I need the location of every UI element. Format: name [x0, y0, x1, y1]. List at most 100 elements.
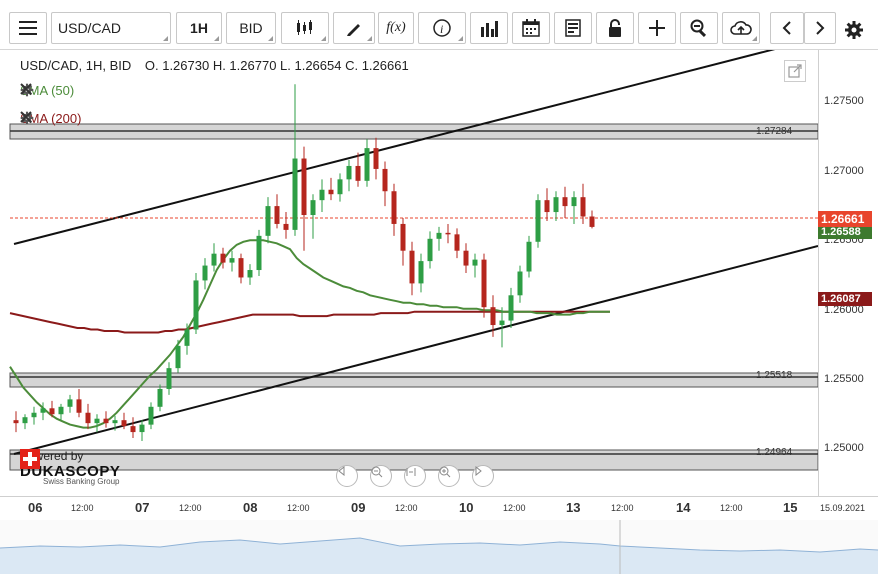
close-icon[interactable] [20, 83, 32, 95]
candle-body[interactable] [139, 424, 145, 433]
candle-body[interactable] [571, 197, 577, 207]
candle-body[interactable] [202, 265, 208, 281]
draw-tool-button[interactable] [333, 12, 375, 44]
candle-body[interactable] [427, 238, 433, 262]
menu-button[interactable] [9, 12, 47, 44]
price-chart[interactable] [0, 50, 818, 496]
settings-button[interactable] [844, 20, 864, 45]
upload-button[interactable] [722, 12, 760, 44]
zoom-button[interactable] [680, 12, 718, 44]
candle-body[interactable] [517, 271, 523, 296]
candle-body[interactable] [175, 345, 181, 369]
candle-body[interactable] [85, 412, 91, 424]
scroll-left-button[interactable] [770, 12, 804, 44]
candle-body[interactable] [256, 235, 262, 271]
candle-body[interactable] [76, 399, 82, 413]
candle-body[interactable] [382, 168, 388, 192]
candle-body[interactable] [355, 165, 361, 181]
zoom-in-button[interactable] [438, 465, 460, 487]
candle-body[interactable] [328, 189, 334, 195]
candle-body[interactable] [454, 234, 460, 251]
candle-body[interactable] [148, 406, 154, 425]
candle-body[interactable] [391, 191, 397, 224]
sma50-indicator: SMA (50) [20, 83, 74, 98]
timeframe-selector[interactable]: 1H [176, 12, 222, 44]
candle-body[interactable] [283, 223, 289, 230]
candle-body[interactable] [40, 408, 46, 413]
candle-body[interactable] [544, 200, 550, 213]
indicators-button[interactable]: f(x) [378, 12, 414, 44]
candle-body[interactable] [292, 158, 298, 230]
layout-button[interactable] [554, 12, 592, 44]
candle-body[interactable] [184, 329, 190, 346]
candle-body[interactable] [265, 206, 271, 236]
price-axis[interactable]: 1.27500 1.27000 1.26500 1.26000 1.25500 … [818, 50, 878, 496]
zoom-out-button[interactable] [370, 465, 392, 487]
info-button[interactable]: i [418, 12, 466, 44]
candle-body[interactable] [526, 241, 532, 272]
candle-body[interactable] [445, 232, 451, 235]
candle-body[interactable] [229, 258, 235, 263]
candle-body[interactable] [472, 259, 478, 266]
candle-body[interactable] [157, 388, 163, 407]
candle-body[interactable] [247, 270, 253, 278]
candle-body[interactable] [301, 158, 307, 216]
scroll-right-button[interactable] [804, 12, 836, 44]
crosshair-button[interactable] [638, 12, 676, 44]
candle-body[interactable] [58, 406, 64, 415]
candle-body[interactable] [364, 148, 370, 181]
candle-body[interactable] [508, 295, 514, 321]
candle-body[interactable] [130, 426, 136, 433]
candle-body[interactable] [22, 417, 28, 424]
channel-lower-line[interactable] [13, 245, 818, 455]
symbol-selector[interactable]: USD/CAD [51, 12, 171, 44]
candle-body[interactable] [499, 320, 505, 326]
candle-body[interactable] [211, 253, 217, 266]
candle-body[interactable] [166, 368, 172, 389]
candle-body[interactable] [103, 418, 109, 424]
pan-left-button[interactable] [336, 465, 358, 487]
candle-body[interactable] [418, 261, 424, 284]
candle-body[interactable] [310, 200, 316, 216]
candle-body[interactable] [562, 197, 568, 207]
candle-body[interactable] [490, 307, 496, 326]
candle-body[interactable] [193, 280, 199, 330]
candle-body[interactable] [337, 179, 343, 195]
popout-button[interactable] [784, 60, 806, 82]
pan-right-button[interactable] [472, 465, 494, 487]
volume-button[interactable] [470, 12, 508, 44]
lock-button[interactable] [596, 12, 634, 44]
candle-body[interactable] [220, 253, 226, 263]
candle-body[interactable] [49, 408, 55, 415]
reset-zoom-button[interactable] [404, 465, 426, 487]
chart-type-button[interactable] [281, 12, 329, 44]
candle-body[interactable] [463, 250, 469, 266]
candle-body[interactable] [319, 189, 325, 201]
candle-body[interactable] [238, 258, 244, 278]
navigator[interactable] [0, 520, 878, 574]
candle-body[interactable] [67, 399, 73, 407]
candle-body[interactable] [436, 232, 442, 239]
candle-body[interactable] [400, 223, 406, 251]
candle-body[interactable] [13, 420, 19, 424]
time-axis[interactable]: 06 12:00 07 12:00 08 12:00 09 12:00 10 1… [0, 496, 878, 520]
channel-upper-line[interactable] [13, 50, 818, 245]
candle-body[interactable] [373, 148, 379, 169]
candle-body[interactable] [94, 418, 100, 424]
candle-body[interactable] [346, 165, 352, 180]
candle-body[interactable] [481, 259, 487, 308]
candle-body[interactable] [580, 197, 586, 217]
candle-body[interactable] [535, 200, 541, 242]
price-side-selector[interactable]: BID [226, 12, 276, 44]
candle-body[interactable] [589, 216, 595, 227]
close-icon[interactable] [20, 111, 32, 123]
candle-body[interactable] [409, 250, 415, 284]
candle-body[interactable] [112, 420, 118, 424]
candle-body[interactable] [121, 420, 127, 427]
candle-body[interactable] [274, 206, 280, 224]
candle-body[interactable] [553, 197, 559, 213]
calendar-button[interactable] [512, 12, 550, 44]
chart-area[interactable]: USD/CAD, 1H, BID O. 1.26730 H. 1.26770 L… [0, 50, 818, 496]
candle-body[interactable] [31, 412, 37, 418]
support-band[interactable] [9, 372, 818, 388]
